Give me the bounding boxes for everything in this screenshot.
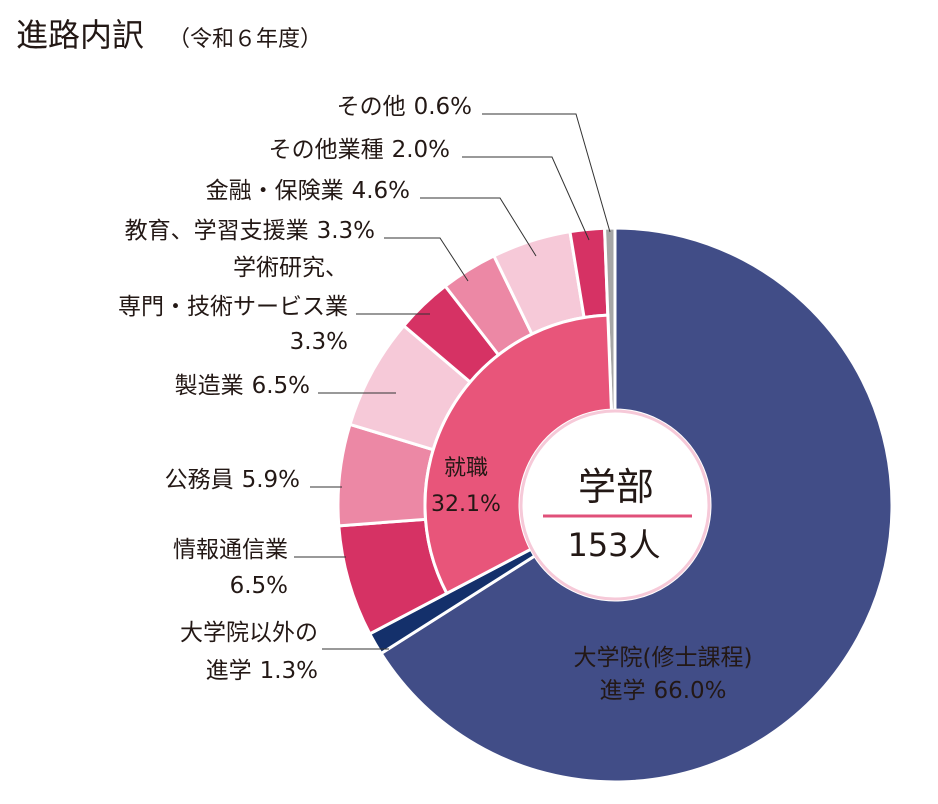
value-label: 3.3% [317, 218, 375, 244]
label-line: 金融・保険業 [206, 178, 344, 204]
chart-subtitle: （令和６年度） [168, 27, 322, 52]
label-line: 公務員 [165, 467, 234, 493]
value-label: 6.5% [230, 573, 288, 599]
slice-label: 金融・保険業 4.6% [206, 178, 410, 204]
leader-line [462, 156, 590, 241]
value-label: 2.0% [392, 137, 450, 163]
leader-line [384, 237, 469, 282]
slice-label: その他業種 2.0% [269, 137, 450, 163]
label-line: 大学院以外の [180, 620, 318, 646]
slice-label: 教育、学習支援業 3.3% [125, 218, 375, 244]
label-line: 製造業 [175, 373, 244, 399]
slice-label: 製造業 6.5% [175, 373, 310, 399]
slice-label: 大学院(修士課程) 進学 66.0% [574, 645, 753, 704]
center-label: 学部 [578, 465, 654, 509]
value-label: 5.9% [242, 467, 300, 493]
leader-line [482, 113, 611, 233]
label-line: 情報通信業 [173, 537, 288, 563]
label-line: 学術研究、 [233, 255, 348, 281]
slice-label: 大学院以外の進学 1.3% [180, 620, 318, 684]
label-line: その他業種 [269, 137, 384, 163]
slice-label: その他 0.6% [337, 94, 472, 120]
slice-label: 情報通信業 6.5% [173, 537, 288, 599]
label-line: 教育、学習支援業 [125, 218, 309, 244]
value-label: 1.3% [260, 658, 318, 684]
value-label: 4.6% [352, 178, 410, 204]
inner-value-label: 32.1% [431, 492, 501, 517]
chart-title: 進路内訳 [16, 16, 144, 54]
center-value: 153人 [567, 526, 660, 564]
value-label: 3.3% [290, 329, 348, 355]
label-line: 専門・技術サービス業 [118, 294, 348, 320]
slice-label: 公務員 5.9% [165, 467, 300, 493]
slice-label: 学術研究、専門・技術サービス業 3.3% [118, 255, 348, 355]
label-line: 大学院(修士課程) [574, 645, 753, 671]
label-line: 進学 [206, 658, 252, 684]
label-line: その他 [337, 94, 406, 120]
leader-line [420, 197, 537, 257]
value-label: 6.5% [252, 373, 310, 399]
value-label: 66.0% [653, 678, 726, 704]
value-label: 0.6% [414, 94, 472, 120]
donut-hole [519, 409, 711, 601]
inner-label: 就職 [444, 456, 488, 481]
label-line: 進学 [599, 678, 645, 704]
